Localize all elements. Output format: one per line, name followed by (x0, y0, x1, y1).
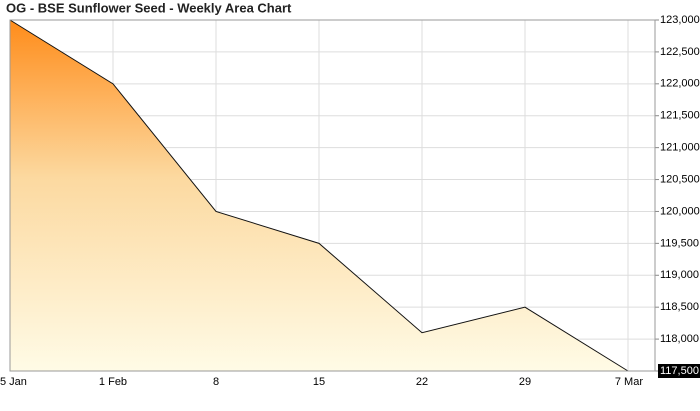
y-tick-label: 122,000 (660, 78, 700, 90)
y-tick-label: 119,500 (660, 237, 699, 249)
y-tick-label: 118,500 (660, 301, 699, 313)
y-tick-label: 122,500 (660, 46, 700, 58)
y-tick-label: 120,500 (660, 173, 700, 185)
area-line (9, 19, 629, 372)
last-price-box (658, 364, 700, 378)
y-tick-label: 123,000 (660, 14, 700, 26)
y-tick-label: 121,000 (660, 142, 700, 154)
x-tick-label: 15 (313, 376, 325, 388)
area-fill (10, 20, 628, 371)
plot-border (9, 19, 656, 372)
x-tick-label: 29 (519, 376, 531, 388)
y-tick-label: 120,000 (660, 205, 700, 217)
y-tick-label: 119,000 (660, 269, 699, 281)
x-tick-label: 5 Jan (0, 376, 27, 388)
y-tick-label: 118,000 (660, 333, 699, 345)
x-tick-label: 7 Mar (615, 376, 643, 388)
x-tick-label: 8 (213, 376, 219, 388)
x-tick-label: 22 (416, 376, 428, 388)
y-tick-label: 121,500 (660, 110, 700, 122)
chart-title: OG - BSE Sunflower Seed - Weekly Area Ch… (6, 0, 292, 15)
y-tick-label: 117,500 (660, 365, 699, 377)
x-tick-label: 1 Feb (99, 376, 127, 388)
